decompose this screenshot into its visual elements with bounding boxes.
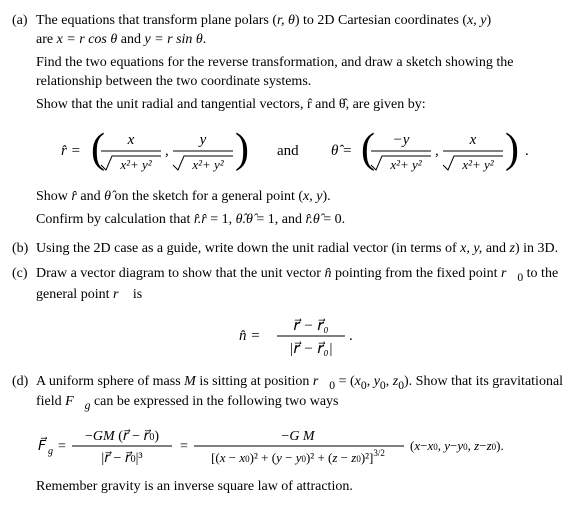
svg-text:,: , — [165, 143, 169, 159]
a-t5: and — [117, 32, 144, 47]
svg-text:x²+ y²: x²+ y² — [461, 157, 494, 172]
d-line1: A uniform sphere of mass M is sitting at… — [36, 373, 576, 414]
svg-text:r⃗ − r⃗₀: r⃗ − r⃗₀ — [293, 318, 328, 334]
svg-text:x²+ y²: x²+ y² — [119, 157, 152, 172]
c-line1: Draw a vector diagram to show that the u… — [36, 265, 570, 304]
a-m1: r, θ — [277, 13, 295, 28]
svg-text:−GM (r⃗ − r⃗0): −GM (r⃗ − r⃗0) — [85, 429, 159, 444]
svg-text:): ) — [235, 126, 249, 172]
c-equation-svg: n̂ = r⃗ − r⃗₀ |r⃗ − r⃗₀| . — [233, 313, 373, 359]
svg-text:.: . — [349, 328, 353, 344]
a-t3: ) — [487, 13, 492, 28]
svg-text:−y: −y — [393, 132, 410, 148]
a-t4: are — [36, 32, 57, 47]
svg-text:=: = — [180, 439, 188, 454]
d-equation-svg: F⃗ g = −GM (r⃗ − r⃗0) |r⃗ − r⃗0|³ = −G M… — [36, 422, 576, 470]
a-line1: The equations that transform plane polar… — [36, 12, 570, 50]
item-b-body: Using the 2D case as a guide, write down… — [36, 240, 570, 259]
svg-text:.: . — [525, 143, 529, 159]
svg-text:r̂ =: r̂ = — [61, 143, 81, 159]
svg-text:x: x — [469, 132, 477, 148]
svg-text:(: ( — [361, 126, 375, 172]
svg-text:(: ( — [91, 126, 105, 172]
item-d: (d) A uniform sphere of mass M is sittin… — [12, 373, 570, 501]
svg-text:[(x − x0)² + (y − y0)² + (z −: [(x − x0)² + (y − y0)² + (z − z0)²]3/2 — [211, 448, 385, 465]
a-line6: Confirm by calculation that r̂.r̂ = 1, θ… — [36, 211, 570, 230]
item-b: (b) Using the 2D case as a guide, write … — [12, 240, 570, 259]
svg-text:(x−x0, y−y0, z−z0).: (x−x0, y−y0, z−z0). — [410, 438, 504, 453]
svg-text:x²+ y²: x²+ y² — [389, 157, 422, 172]
item-b-label: (b) — [12, 240, 36, 259]
item-a-label: (a) — [12, 12, 36, 234]
svg-text:F⃗: F⃗ — [38, 436, 48, 454]
item-d-label: (d) — [12, 373, 36, 501]
a-equation-svg: r̂ = ( x x²+ y² , y x²+ y² ) an — [43, 122, 563, 180]
c-equation-block: n̂ = r⃗ − r⃗₀ |r⃗ − r⃗₀| . — [36, 313, 570, 359]
d-equation-block: F⃗ g = −GM (r⃗ − r⃗0) |r⃗ − r⃗0|³ = −G M… — [36, 422, 576, 470]
a-line4: Show that the unit radial and tangential… — [36, 96, 570, 115]
svg-text:n̂ =: n̂ = — [239, 328, 260, 344]
item-d-body: A uniform sphere of mass M is sitting at… — [36, 373, 576, 501]
item-a-body: The equations that transform plane polar… — [36, 12, 570, 234]
svg-text:,: , — [435, 143, 439, 159]
item-c: (c) Draw a vector diagram to show that t… — [12, 265, 570, 366]
a-m3: x = r cos θ — [57, 32, 118, 47]
a-m4: y = r sin θ — [144, 32, 202, 47]
svg-text:x: x — [127, 132, 135, 148]
a-line5: Show r̂ and θ̂ on the sketch for a gener… — [36, 188, 570, 207]
svg-text:=: = — [58, 439, 66, 454]
a-t1: The equations that transform plane polar… — [36, 13, 277, 28]
svg-text:θ̂ =: θ̂ = — [331, 143, 352, 159]
svg-text:and: and — [277, 143, 299, 159]
item-c-label: (c) — [12, 265, 36, 366]
item-a: (a) The equations that transform plane p… — [12, 12, 570, 234]
svg-text:g: g — [48, 446, 53, 457]
a-t2: ) to 2D Cartesian coordinates ( — [295, 13, 467, 28]
svg-text:x²+ y²: x²+ y² — [191, 157, 224, 172]
svg-text:|r⃗ − r⃗0|³: |r⃗ − r⃗0|³ — [101, 451, 142, 466]
a-t6: . — [203, 32, 207, 47]
svg-text:−G M: −G M — [281, 429, 316, 444]
svg-text:y: y — [198, 132, 207, 148]
a-equation-block: r̂ = ( x x²+ y² , y x²+ y² ) an — [36, 122, 570, 180]
svg-text:): ) — [505, 126, 519, 172]
d-line2: Remember gravity is an inverse square la… — [36, 478, 576, 497]
a-line3: Find the two equations for the reverse t… — [36, 54, 570, 92]
item-c-body: Draw a vector diagram to show that the u… — [36, 265, 570, 366]
a-m2: x, y — [467, 13, 486, 28]
svg-text:|r⃗ − r⃗₀|: |r⃗ − r⃗₀| — [289, 341, 332, 357]
